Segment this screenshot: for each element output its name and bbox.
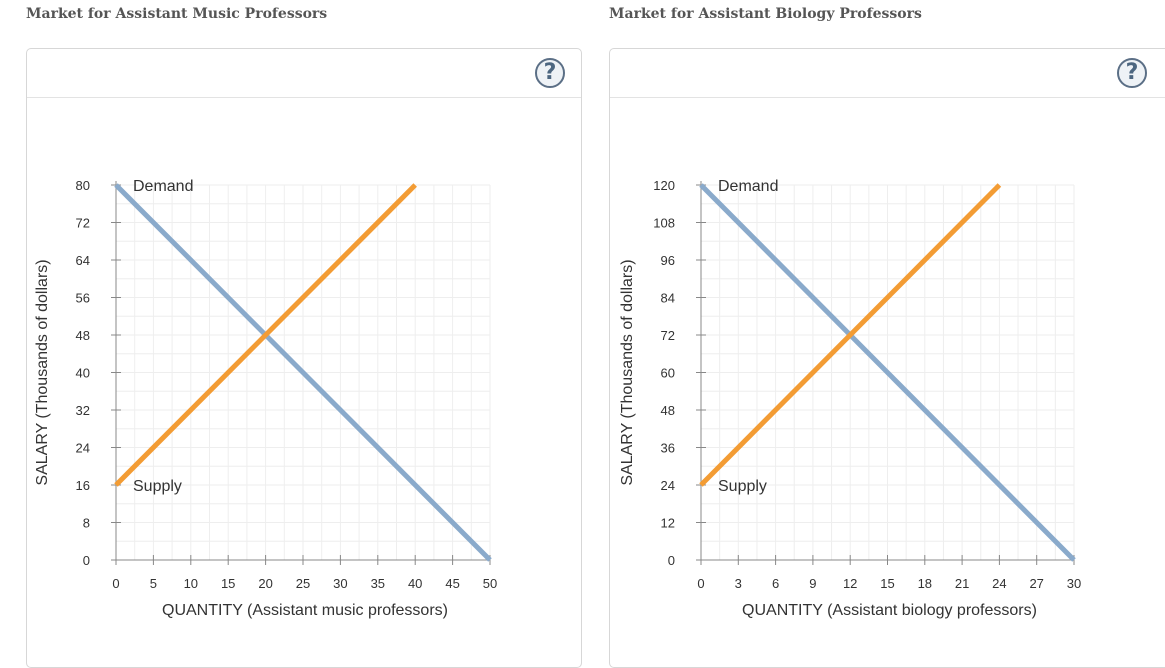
x-tick-label: 3 xyxy=(735,576,742,591)
x-tick-label: 35 xyxy=(371,576,385,591)
help-button[interactable]: ? xyxy=(1117,58,1147,88)
y-tick-label: 56 xyxy=(76,291,90,306)
card-header xyxy=(610,49,1165,98)
x-tick-label: 5 xyxy=(150,576,157,591)
x-tick-label: 21 xyxy=(955,576,969,591)
x-tick-label: 30 xyxy=(1067,576,1081,591)
x-tick-label: 9 xyxy=(809,576,816,591)
x-tick-label: 18 xyxy=(918,576,932,591)
y-tick-label: 24 xyxy=(661,478,675,493)
y-tick-label: 40 xyxy=(76,366,90,381)
x-tick-label: 30 xyxy=(333,576,347,591)
y-axis-title: SALARY (Thousands of dollars) xyxy=(34,259,51,485)
y-tick-label: 0 xyxy=(83,553,90,568)
y-tick-label: 72 xyxy=(661,328,675,343)
y-tick-label: 80 xyxy=(76,178,90,193)
x-tick-label: 45 xyxy=(445,576,459,591)
x-tick-label: 20 xyxy=(258,576,272,591)
x-tick-label: 15 xyxy=(880,576,894,591)
x-tick-label: 15 xyxy=(221,576,235,591)
help-button[interactable]: ? xyxy=(535,58,565,88)
y-tick-label: 60 xyxy=(661,366,675,381)
panel-title-biology: Market for Assistant Biology Professors xyxy=(609,6,922,22)
x-tick-label: 24 xyxy=(992,576,1006,591)
x-tick-label: 6 xyxy=(772,576,779,591)
y-tick-label: 32 xyxy=(76,403,90,418)
panel-title-music: Market for Assistant Music Professors xyxy=(26,6,328,22)
x-tick-label: 10 xyxy=(184,576,198,591)
y-tick-label: 48 xyxy=(661,403,675,418)
x-tick-label: 0 xyxy=(112,576,119,591)
demand-label: Demand xyxy=(718,178,778,195)
demand-label: Demand xyxy=(133,178,193,195)
x-tick-label: 0 xyxy=(697,576,704,591)
y-tick-label: 96 xyxy=(661,253,675,268)
card-header xyxy=(27,49,581,98)
y-tick-label: 0 xyxy=(668,553,675,568)
y-tick-label: 8 xyxy=(83,516,90,531)
supply-label: Supply xyxy=(718,478,767,495)
demand-curve[interactable] xyxy=(114,183,492,562)
x-tick-label: 50 xyxy=(483,576,497,591)
x-axis-title: QUANTITY (Assistant music professors) xyxy=(162,602,448,619)
demand-curve[interactable] xyxy=(699,183,1076,562)
y-tick-label: 108 xyxy=(653,216,675,231)
supply-curve[interactable] xyxy=(114,183,417,487)
x-axis-title: QUANTITY (Assistant biology professors) xyxy=(742,602,1037,619)
y-tick-label: 24 xyxy=(76,441,90,456)
x-tick-label: 12 xyxy=(843,576,857,591)
y-tick-label: 36 xyxy=(661,441,675,456)
x-tick-label: 25 xyxy=(296,576,310,591)
y-axis-title: SALARY (Thousands of dollars) xyxy=(619,259,636,485)
graph-card-music: ? xyxy=(26,48,582,668)
y-tick-label: 12 xyxy=(661,516,675,531)
x-tick-label: 40 xyxy=(408,576,422,591)
y-tick-label: 84 xyxy=(661,291,675,306)
supply-curve[interactable] xyxy=(699,183,1002,487)
y-tick-label: 72 xyxy=(76,216,90,231)
y-tick-label: 48 xyxy=(76,328,90,343)
x-tick-label: 27 xyxy=(1029,576,1043,591)
y-tick-label: 64 xyxy=(76,253,90,268)
y-tick-label: 120 xyxy=(653,178,675,193)
supply-label: Supply xyxy=(133,478,182,495)
y-tick-label: 16 xyxy=(76,478,90,493)
